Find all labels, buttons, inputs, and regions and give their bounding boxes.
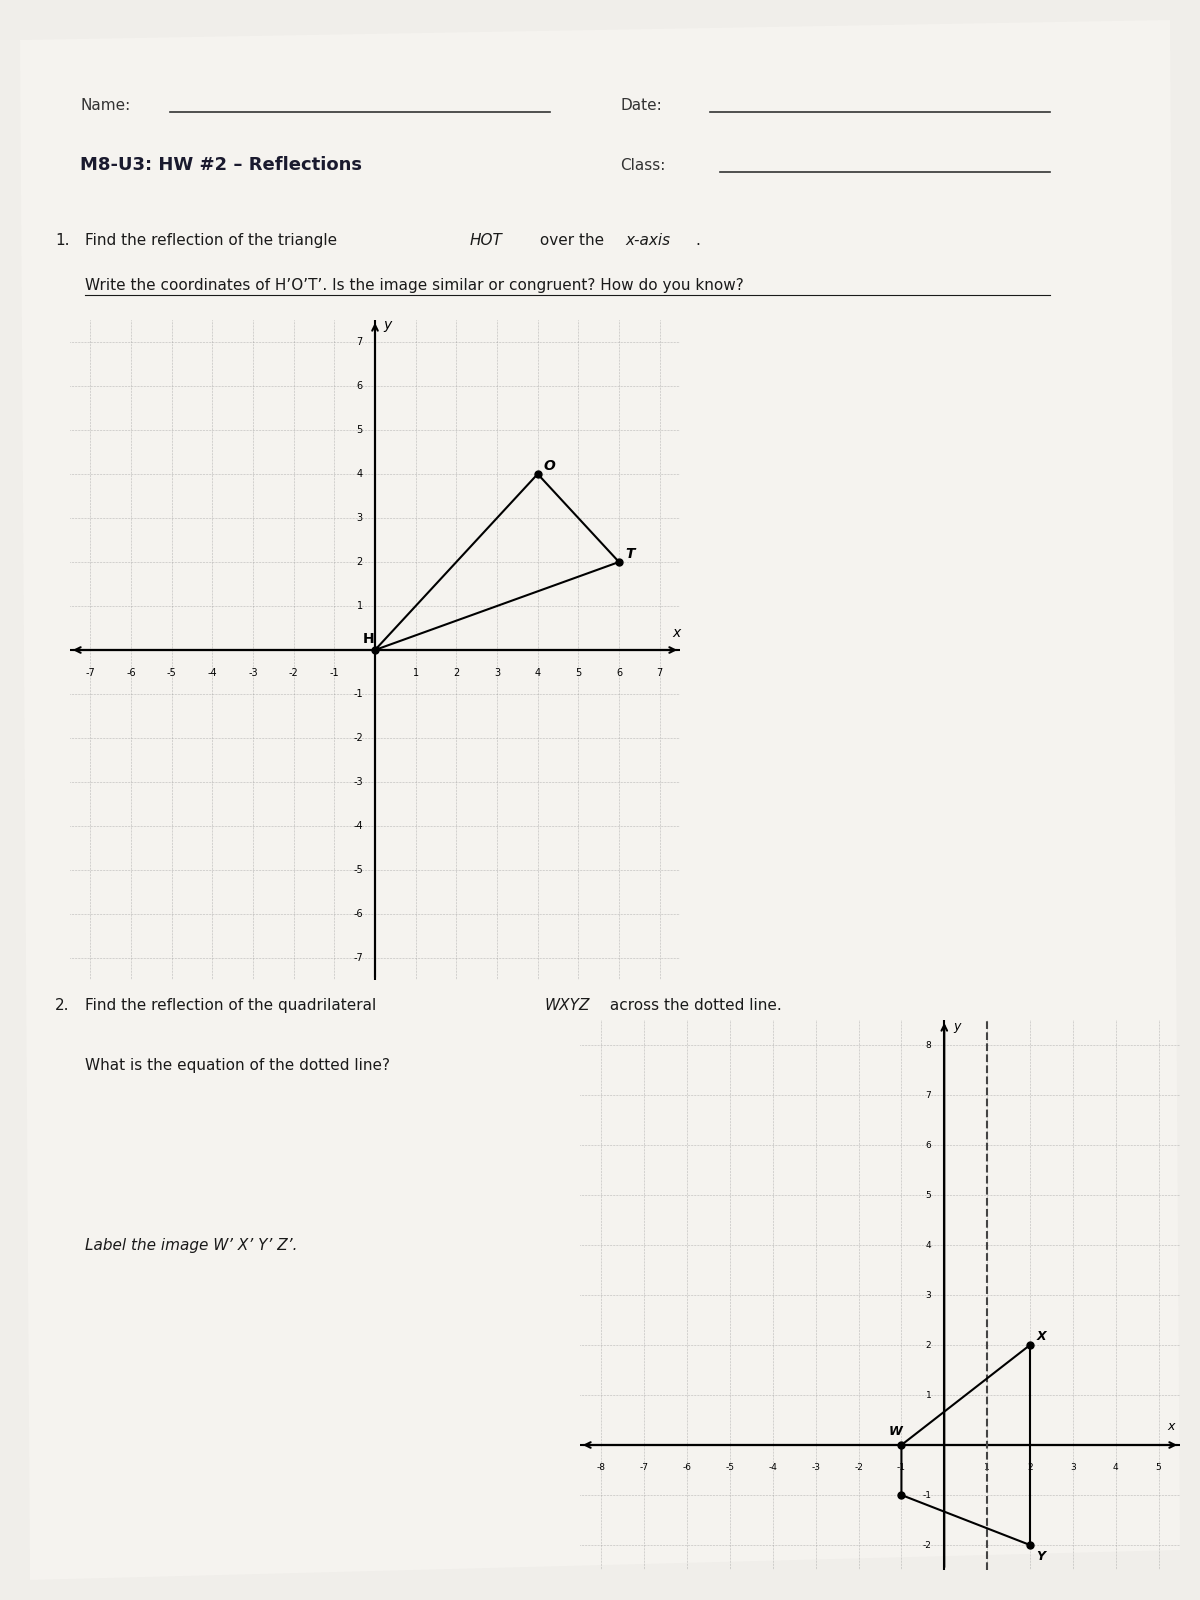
Text: x: x: [1168, 1421, 1175, 1434]
Text: -2: -2: [923, 1541, 931, 1549]
Text: -5: -5: [167, 667, 176, 678]
Text: M8-U3: HW #2 – Reflections: M8-U3: HW #2 – Reflections: [80, 157, 362, 174]
Text: y: y: [953, 1021, 960, 1034]
Text: x: x: [672, 626, 680, 640]
Text: -1: -1: [330, 667, 340, 678]
Text: 4: 4: [1112, 1462, 1118, 1472]
Text: .: .: [695, 234, 700, 248]
Polygon shape: [20, 19, 1180, 1581]
Text: Class:: Class:: [620, 158, 665, 173]
Text: Find the reflection of the quadrilateral: Find the reflection of the quadrilateral: [85, 998, 382, 1013]
Text: HOT: HOT: [470, 234, 503, 248]
Text: X: X: [1037, 1330, 1046, 1342]
Text: -3: -3: [811, 1462, 821, 1472]
Text: -6: -6: [353, 909, 362, 918]
Text: H: H: [362, 632, 374, 646]
Text: 5: 5: [356, 426, 362, 435]
Text: 2: 2: [926, 1341, 931, 1349]
Text: -7: -7: [640, 1462, 649, 1472]
Text: 1: 1: [984, 1462, 990, 1472]
Text: -5: -5: [726, 1462, 734, 1472]
Text: Find the reflection of the triangle: Find the reflection of the triangle: [85, 234, 342, 248]
Text: 4: 4: [926, 1240, 931, 1250]
Text: 1: 1: [356, 602, 362, 611]
Text: -6: -6: [126, 667, 136, 678]
Text: 6: 6: [925, 1141, 931, 1149]
Text: 2: 2: [356, 557, 362, 566]
Text: -1: -1: [923, 1491, 931, 1499]
Text: WXYZ: WXYZ: [545, 998, 590, 1013]
Text: -5: -5: [353, 866, 362, 875]
Text: Label the image W’ X’ Y’ Z’.: Label the image W’ X’ Y’ Z’.: [85, 1238, 298, 1253]
Text: -3: -3: [248, 667, 258, 678]
Text: Write the coordinates of H’O’T’. Is the image similar or congruent? How do you k: Write the coordinates of H’O’T’. Is the …: [85, 278, 744, 293]
Text: 4: 4: [535, 667, 541, 678]
Text: y: y: [383, 318, 391, 331]
Text: 1: 1: [925, 1390, 931, 1400]
Text: 4: 4: [356, 469, 362, 478]
Text: -1: -1: [896, 1462, 906, 1472]
Text: 5: 5: [1156, 1462, 1162, 1472]
Text: -4: -4: [768, 1462, 778, 1472]
Text: Name:: Name:: [80, 98, 131, 114]
Text: x-axis: x-axis: [625, 234, 670, 248]
Text: O: O: [544, 459, 556, 472]
Text: -4: -4: [208, 667, 217, 678]
Text: 7: 7: [925, 1091, 931, 1099]
Text: 5: 5: [925, 1190, 931, 1200]
Text: 2: 2: [454, 667, 460, 678]
Text: 7: 7: [656, 667, 662, 678]
Text: Y: Y: [1037, 1550, 1045, 1563]
Text: 1.: 1.: [55, 234, 70, 248]
Text: 3: 3: [494, 667, 500, 678]
Text: 8: 8: [925, 1040, 931, 1050]
Text: Date:: Date:: [620, 98, 661, 114]
Text: 2.: 2.: [55, 998, 70, 1013]
Text: 7: 7: [356, 338, 362, 347]
Text: 6: 6: [356, 381, 362, 390]
Text: 5: 5: [575, 667, 582, 678]
Text: across the dotted line.: across the dotted line.: [605, 998, 781, 1013]
Text: 3: 3: [925, 1291, 931, 1299]
Text: T: T: [625, 547, 635, 560]
Text: -3: -3: [353, 778, 362, 787]
Text: -8: -8: [596, 1462, 606, 1472]
Text: W: W: [888, 1426, 902, 1438]
Text: -2: -2: [353, 733, 362, 742]
Text: 3: 3: [356, 514, 362, 523]
Text: -4: -4: [353, 821, 362, 830]
Text: 2: 2: [1027, 1462, 1033, 1472]
Text: What is the equation of the dotted line?: What is the equation of the dotted line?: [85, 1058, 390, 1074]
Text: 6: 6: [616, 667, 622, 678]
Text: -1: -1: [353, 690, 362, 699]
Text: -7: -7: [85, 667, 95, 678]
Text: 1: 1: [413, 667, 419, 678]
Text: -6: -6: [683, 1462, 691, 1472]
Text: -7: -7: [353, 954, 362, 963]
Text: -2: -2: [854, 1462, 863, 1472]
Text: -2: -2: [289, 667, 299, 678]
Text: 3: 3: [1070, 1462, 1075, 1472]
Text: over the: over the: [535, 234, 610, 248]
